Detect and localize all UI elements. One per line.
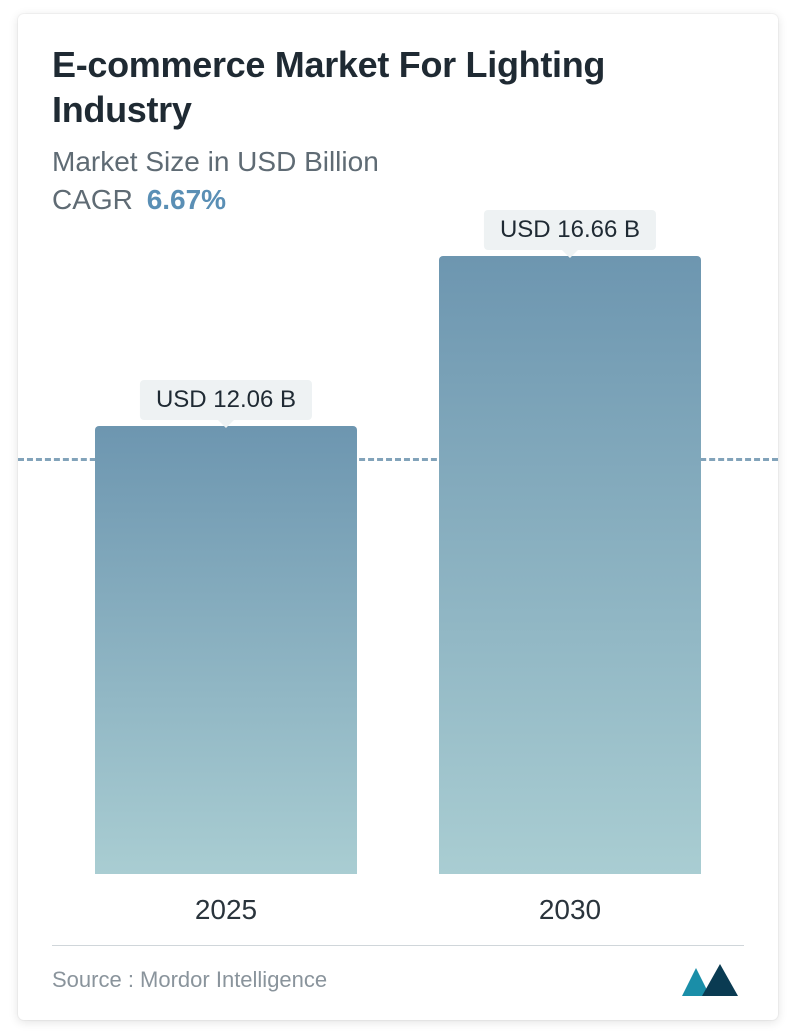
x-axis-labels: 2025 2030 xyxy=(18,894,778,926)
source-text: Source : Mordor Intelligence xyxy=(52,967,327,993)
chart-card: E-commerce Market For Lighting Industry … xyxy=(18,14,778,1020)
logo-icon xyxy=(680,962,744,998)
chart-subtitle: Market Size in USD Billion xyxy=(52,146,744,178)
footer: Source : Mordor Intelligence xyxy=(52,945,744,998)
chart-title: E-commerce Market For Lighting Industry xyxy=(52,42,744,132)
brand-logo xyxy=(680,962,744,998)
cagr-label: CAGR xyxy=(52,184,133,215)
value-badge-1: USD 16.66 B xyxy=(484,210,656,250)
bar-group-0: USD 12.06 B xyxy=(76,426,376,874)
bar-group-1: USD 16.66 B xyxy=(420,256,720,874)
bar-1: USD 16.66 B xyxy=(439,256,701,874)
x-label-0: 2025 xyxy=(76,894,376,926)
bar-0: USD 12.06 B xyxy=(95,426,357,874)
value-badge-0: USD 12.06 B xyxy=(140,380,312,420)
bars-container: USD 12.06 B USD 16.66 B xyxy=(18,246,778,874)
chart-area: USD 12.06 B USD 16.66 B 2025 2030 xyxy=(18,246,778,926)
cagr-value: 6.67% xyxy=(147,184,226,215)
x-label-1: 2030 xyxy=(420,894,720,926)
